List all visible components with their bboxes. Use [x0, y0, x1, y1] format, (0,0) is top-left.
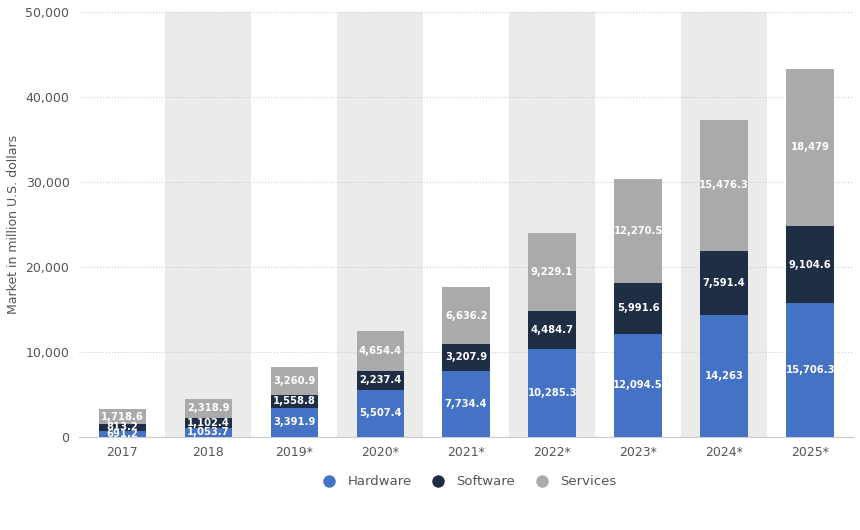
Text: 12,094.5: 12,094.5 [613, 380, 663, 390]
Text: 9,229.1: 9,229.1 [531, 267, 574, 277]
Bar [509, 12, 595, 437]
Text: 3,391.9: 3,391.9 [273, 417, 316, 427]
Bar [529, 311, 575, 349]
Bar [271, 408, 318, 437]
Text: 3,260.9: 3,260.9 [273, 376, 316, 386]
Bar [614, 179, 661, 283]
Bar [165, 12, 251, 437]
Text: 15,706.3: 15,706.3 [785, 365, 835, 375]
Text: 7,734.4: 7,734.4 [445, 399, 488, 409]
Bar [99, 431, 146, 437]
Text: 2,318.9: 2,318.9 [187, 403, 230, 413]
Text: 2,237.4: 2,237.4 [359, 375, 402, 385]
Text: 1,053.7: 1,053.7 [187, 427, 230, 437]
Text: 4,654.4: 4,654.4 [359, 346, 402, 356]
Text: 6,636.2: 6,636.2 [445, 311, 488, 321]
Bar [700, 120, 747, 251]
Bar [185, 399, 232, 418]
Text: 1,102.4: 1,102.4 [187, 418, 230, 428]
Text: 7,591.4: 7,591.4 [703, 278, 746, 288]
Bar [786, 226, 833, 303]
Legend: Hardware, Software, Services: Hardware, Software, Services [310, 470, 622, 494]
Text: 9,104.6: 9,104.6 [789, 260, 832, 270]
Bar [614, 283, 661, 334]
Text: 1,558.8: 1,558.8 [273, 396, 316, 406]
Bar [357, 390, 404, 437]
Bar [443, 343, 490, 371]
Text: 10,285.3: 10,285.3 [527, 388, 577, 398]
Bar [337, 12, 423, 437]
Bar [786, 303, 833, 437]
Text: 12,270.5: 12,270.5 [613, 226, 663, 236]
Text: 5,507.4: 5,507.4 [359, 408, 402, 418]
Bar [681, 12, 767, 437]
Bar [614, 334, 661, 437]
Bar [357, 371, 404, 390]
Text: 813.2: 813.2 [107, 422, 138, 432]
Bar [99, 409, 146, 424]
Bar [185, 428, 232, 437]
Bar [271, 367, 318, 395]
Bar [185, 418, 232, 428]
Bar [529, 233, 575, 311]
Text: 5,991.6: 5,991.6 [617, 304, 660, 313]
Bar [99, 424, 146, 431]
Bar [443, 287, 490, 343]
Text: 691.2: 691.2 [107, 429, 138, 439]
Bar [357, 331, 404, 371]
Bar [700, 251, 747, 315]
Bar [700, 315, 747, 437]
Bar [271, 395, 318, 408]
Text: 18,479: 18,479 [790, 143, 830, 153]
Text: 15,476.3: 15,476.3 [699, 180, 749, 190]
Text: 3,207.9: 3,207.9 [445, 352, 488, 363]
Y-axis label: Market in million U.S. dollars: Market in million U.S. dollars [7, 135, 20, 314]
Bar [786, 69, 833, 226]
Text: 4,484.7: 4,484.7 [531, 325, 574, 335]
Bar [529, 349, 575, 437]
Text: 1,718.6: 1,718.6 [101, 412, 144, 421]
Bar [443, 371, 490, 437]
Text: 14,263: 14,263 [704, 371, 744, 381]
